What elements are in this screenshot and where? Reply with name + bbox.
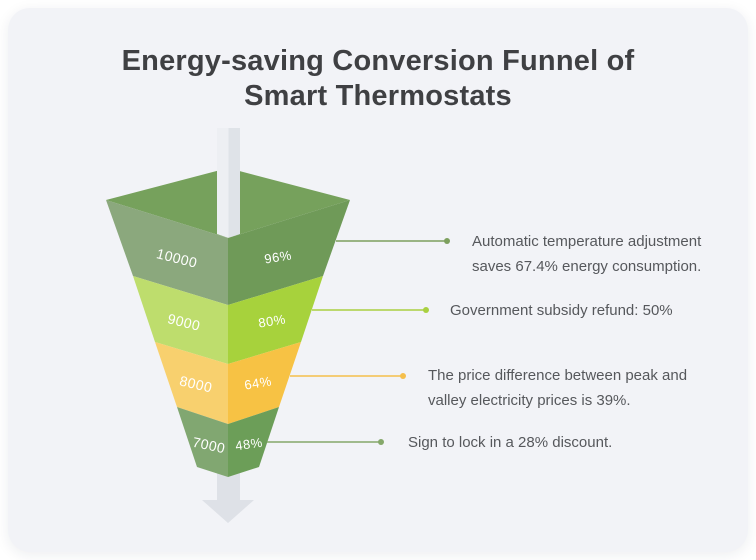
funnel-stage-1-right-face bbox=[228, 200, 350, 305]
annotation-dot-3 bbox=[400, 373, 406, 379]
annotation-dot-1 bbox=[444, 238, 450, 244]
annotation-text-1-line-2: saves 67.4% energy consumption. bbox=[472, 258, 702, 275]
title-line-1: Energy-saving Conversion Funnel of bbox=[121, 45, 635, 77]
annotation-text-2-line-1: Government subsidy refund: 50% bbox=[450, 302, 673, 319]
annotation-text-2: Government subsidy refund: 50% bbox=[450, 298, 673, 323]
funnel-stage-4-left-face bbox=[177, 407, 228, 477]
page-title: Energy-saving Conversion Funnel of Smart… bbox=[0, 44, 756, 114]
funnel-stage-3-right-face bbox=[228, 342, 301, 424]
pipe-left-half bbox=[217, 128, 229, 238]
infographic-card bbox=[8, 8, 748, 552]
annotation-dot-4 bbox=[378, 439, 384, 445]
annotation-text-3-line-1: The price difference between peak and bbox=[428, 367, 688, 384]
annotation-text-1: Automatic temperature adjustment saves 6… bbox=[472, 229, 701, 279]
funnel-stage-3-left-face bbox=[155, 342, 228, 424]
annotation-text-4: Sign to lock in a 28% discount. bbox=[408, 430, 612, 455]
down-arrow-head-icon bbox=[202, 500, 254, 523]
annotation-dot-2 bbox=[423, 307, 429, 313]
funnel-stage-2-right-face bbox=[228, 276, 323, 364]
annotation-text-3: The price difference between peak and va… bbox=[428, 363, 687, 413]
funnel-stage-2-left-face bbox=[133, 276, 228, 364]
annotation-text-3-line-2: valley electricity prices is 39%. bbox=[428, 392, 631, 409]
pipe-right-half bbox=[228, 128, 240, 238]
annotation-text-4-line-1: Sign to lock in a 28% discount. bbox=[408, 434, 613, 451]
funnel-stage-4-right-face bbox=[228, 407, 279, 477]
title-line-2: Smart Thermostats bbox=[244, 80, 512, 112]
funnel-stage-1-left-face bbox=[106, 200, 228, 305]
annotation-text-1-line-1: Automatic temperature adjustment bbox=[472, 233, 702, 250]
